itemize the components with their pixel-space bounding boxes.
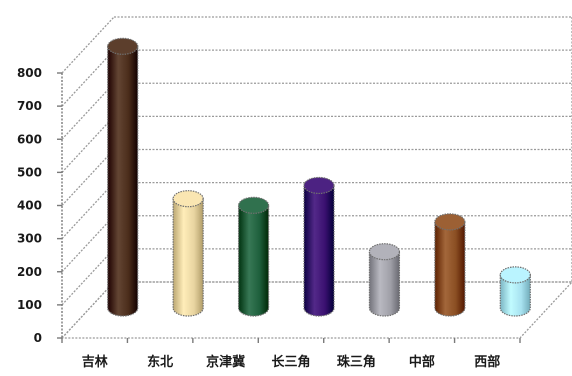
gridline-depth [61, 281, 115, 339]
gridline-depth [61, 115, 115, 173]
y-tick-label: 400 [17, 199, 42, 213]
bar-cap [303, 176, 335, 195]
bar-body [237, 204, 270, 317]
bar [303, 176, 335, 317]
bar [107, 37, 139, 317]
gridlines [61, 16, 572, 339]
y-tick-label: 700 [17, 99, 42, 113]
bar-cap [499, 266, 531, 284]
y-tick-label: 100 [17, 298, 42, 312]
gridline-depth [61, 149, 115, 206]
bar [368, 243, 401, 317]
y-tick-label: 0 [34, 331, 42, 345]
y-tick-label: 600 [17, 132, 42, 146]
x-axis-category-labels: 吉林 东北 京津冀 长三角 珠三角 中部 西部 [82, 354, 501, 370]
y-tick-label: 800 [17, 66, 42, 80]
gridline-depth [61, 215, 115, 273]
bar-body [303, 184, 335, 317]
gridline-depth [61, 248, 115, 306]
x-category-label: 东北 [147, 354, 173, 370]
bar-body [172, 198, 204, 317]
gridline-depth [61, 182, 115, 240]
bar [499, 266, 531, 317]
bar [434, 213, 466, 317]
bar-cap [107, 37, 139, 55]
y-axis-tick-labels: 0 100 200 300 400 500 600 700 800 [17, 66, 42, 345]
x-category-label: 长三角 [271, 354, 310, 370]
bar [172, 190, 204, 317]
gridline-depth [61, 16, 115, 74]
bar-cap [172, 190, 204, 208]
bars [107, 37, 531, 317]
x-category-label: 京津冀 [206, 354, 245, 370]
x-category-label: 西部 [474, 354, 500, 370]
y-tick-label: 500 [17, 165, 42, 179]
bar-cap [434, 213, 466, 231]
x-category-label: 中部 [409, 354, 435, 370]
bar-cap [368, 243, 401, 261]
bar-body [434, 221, 466, 317]
bar [237, 196, 270, 317]
bar-cap [237, 196, 270, 214]
gridline-depth [61, 82, 115, 140]
axes [57, 72, 521, 343]
y-tick-label: 300 [17, 232, 42, 246]
x-category-label: 珠三角 [337, 354, 376, 370]
x-category-label: 吉林 [82, 354, 108, 370]
y-tick-label: 200 [17, 265, 42, 279]
bar-body [368, 251, 401, 317]
bar-body [107, 45, 139, 317]
gridline-depth [61, 49, 115, 107]
bar-body [499, 274, 531, 317]
